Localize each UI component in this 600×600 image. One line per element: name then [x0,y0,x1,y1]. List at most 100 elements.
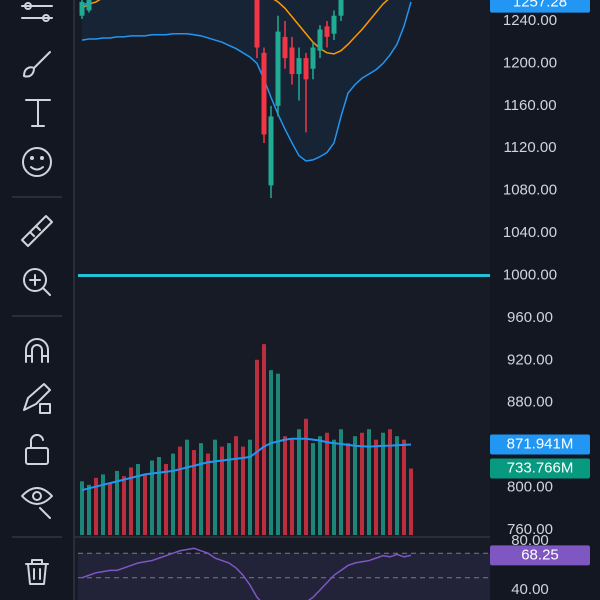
volume-bar [80,481,84,535]
volume-ma-tag: 871.941M [507,436,574,453]
y-tick-label: 880.00 [507,394,553,411]
volume-bar [290,439,294,535]
price-pane [78,0,490,535]
rsi-pane [78,547,490,600]
rsi-line [81,547,412,600]
volume-bar [276,373,280,535]
candle-body [275,31,281,106]
volume-bar [164,463,168,535]
volume-bar [381,432,385,535]
tool-zoom[interactable] [23,268,51,296]
rsi-tag: 68.25 [521,546,559,563]
volume-bar [283,436,287,535]
tool-lines[interactable] [21,2,53,22]
candle-body [317,29,323,51]
rsi-zone [78,553,490,600]
volume-bar [402,439,406,535]
last-price-tag: 1257.28 [513,0,567,11]
volume-bar [227,443,231,535]
candle-body [338,0,344,16]
volume-bar [248,439,252,535]
volume-bar [367,429,371,535]
price-axis: 1240.00 1200.00 1160.00 1120.00 1080.00 1040.… [490,0,590,598]
tool-text[interactable] [25,99,51,127]
volume-bar [339,429,343,535]
volume-bar [199,443,203,535]
y-tick-label: 960.00 [507,309,553,326]
tool-lock-drawing[interactable] [23,383,51,414]
rsi-tick-label: 40.00 [511,581,549,598]
candle-body [310,47,316,69]
volume-bar [374,439,378,535]
tool-delete[interactable] [25,559,49,585]
volume-bar [115,470,119,535]
y-tick-label: 1120.00 [503,139,556,156]
volume-bar [388,429,392,535]
volume-tag-bg [490,458,590,479]
volume-bar [136,463,140,535]
candle-body [296,58,302,75]
candle-body [324,26,330,37]
volume-ma-tag-bg [490,434,590,455]
volume-bar [143,474,147,535]
candle-body [86,0,92,11]
volume-bar [297,429,301,535]
volume-bar [332,439,336,535]
y-tick-label: 1240.00 [503,12,557,29]
candle-body [303,58,309,80]
volume-bar [241,446,245,535]
y-tick-label: 800.00 [507,479,553,496]
candle-body [331,15,337,34]
band-fill [82,0,411,161]
volume-bar [360,432,364,535]
volume-bar [409,468,413,535]
tool-ruler[interactable] [21,215,53,247]
volume-bar [122,476,126,535]
volume-bar [234,436,238,535]
volume-ma [81,437,412,492]
y-tick-label: 1160.00 [503,97,556,114]
volume-bar [213,439,217,535]
y-tick-label: 1200.00 [503,54,557,71]
last-price-tag-bg [490,0,590,13]
y-tick-label: 1000.00 [503,266,557,283]
volume-bar [269,370,273,535]
tool-unlock[interactable] [25,433,49,465]
band-middle [81,0,389,55]
y-tick-label: 1040.00 [503,224,557,241]
volume-bar [325,432,329,535]
volume-bar [395,436,399,535]
rsi-tag-bg [490,545,590,566]
tool-visibility[interactable] [21,487,53,519]
volume-bar [94,477,98,535]
volume-bar [108,483,112,535]
candle-body [79,1,85,16]
volume-bar [150,460,154,535]
y-tick-label: 760.00 [507,521,553,538]
volume-bar [346,443,350,535]
volume-bar [157,457,161,535]
volume-bar [87,484,91,535]
volume-bar [101,474,105,535]
tool-brush[interactable] [23,51,51,78]
tool-magnet[interactable] [25,338,49,363]
y-tick-label: 1080.00 [503,182,557,199]
volume-bar [220,446,224,535]
volume-bar [262,344,266,535]
candle-body [282,36,288,59]
volume-bar [192,450,196,535]
candle-body [261,52,267,135]
volume-bar [178,446,182,535]
candle-body [268,116,274,186]
volume-bar [129,467,133,535]
band-lower [81,1,412,162]
volume-bar [206,453,210,535]
rsi-tick-label: 80.00 [511,532,549,549]
volume-bar [353,436,357,535]
volume-bar [304,418,308,535]
candle-body [254,0,260,48]
volume-bar [318,436,322,535]
tool-emoji[interactable] [22,147,52,177]
